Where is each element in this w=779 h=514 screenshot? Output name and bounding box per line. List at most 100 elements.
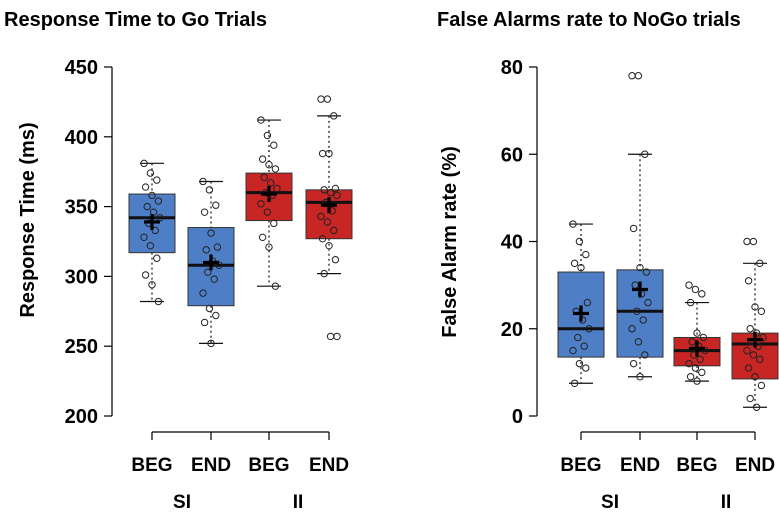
- rt-box-si-end: [187, 177, 235, 348]
- rt-box-si-beg: [128, 159, 176, 306]
- data-point: [140, 159, 148, 168]
- data-point: [210, 275, 218, 283]
- data-point: [583, 298, 592, 307]
- data-point: [320, 186, 328, 194]
- data-point: [330, 226, 338, 235]
- data-point: [317, 212, 325, 221]
- data-point: [333, 332, 341, 341]
- data-point: [273, 184, 281, 193]
- data-point: [636, 263, 644, 272]
- response-time-panel: Response Time to Go Trials Response Time…: [4, 9, 353, 513]
- data-point: [318, 149, 327, 158]
- data-point: [258, 155, 267, 163]
- fa-y-tick-label: 40: [501, 232, 523, 254]
- rt-group-label: II: [293, 492, 304, 513]
- data-point: [629, 359, 638, 368]
- rt-box-ii-end: [305, 95, 353, 341]
- response-time-y-axis: 200 250 300 350 400 450: [65, 57, 113, 428]
- data-point: [270, 219, 278, 228]
- fa-x-tick-label: BEG: [676, 455, 717, 476]
- data-point: [257, 200, 265, 208]
- data-point: [271, 282, 280, 290]
- data-point: [749, 237, 758, 246]
- data-point: [582, 364, 590, 372]
- data-point: [570, 379, 579, 387]
- data-point: [330, 112, 338, 120]
- data-point: [320, 269, 328, 278]
- rt-group-label: SI: [173, 492, 191, 513]
- fa-y-tick-label: 60: [501, 144, 523, 166]
- fa-box-si-beg: [557, 220, 605, 387]
- fa-box-si-end: [616, 72, 664, 381]
- data-point: [146, 241, 155, 250]
- fa-group-label: II: [721, 492, 732, 513]
- data-point: [577, 263, 585, 272]
- false-alarm-panel: False Alarms rate to NoGo trials False A…: [437, 9, 779, 513]
- data-point: [744, 364, 753, 372]
- data-point: [149, 208, 158, 216]
- data-point: [333, 191, 341, 200]
- data-point: [205, 304, 214, 313]
- data-point: [151, 226, 159, 235]
- fa-x-tick-label: END: [620, 455, 660, 476]
- data-point: [207, 229, 215, 237]
- data-point: [141, 183, 150, 191]
- data-point: [751, 373, 759, 381]
- rt-y-tick-label: 400: [65, 127, 98, 149]
- data-point: [153, 254, 161, 262]
- data-point: [633, 307, 641, 315]
- data-point: [641, 150, 649, 158]
- data-point: [212, 311, 220, 320]
- rt-x-tick-label: END: [191, 455, 231, 476]
- rt-y-tick-label: 250: [65, 336, 98, 358]
- rt-box-ii-beg: [245, 116, 293, 290]
- false-alarm-ylabel: False Alarm rate (%): [439, 146, 461, 338]
- rt-y-tick-label: 450: [65, 57, 98, 79]
- data-point: [199, 177, 207, 186]
- fa-y-tick-label: 20: [501, 319, 523, 341]
- data-point: [686, 373, 695, 381]
- data-point: [323, 218, 332, 226]
- fa-box-ii-beg: [673, 281, 721, 385]
- data-point: [749, 351, 758, 359]
- data-point: [756, 259, 764, 268]
- data-point: [757, 307, 766, 315]
- data-point: [580, 342, 588, 350]
- data-point: [213, 243, 222, 251]
- data-point: [260, 173, 268, 181]
- data-point: [575, 237, 584, 246]
- iqr-box: [616, 269, 664, 358]
- data-point: [744, 277, 753, 285]
- data-point: [642, 268, 651, 276]
- data-point: [325, 149, 333, 158]
- rt-x-tick-label: END: [309, 455, 349, 476]
- data-point: [148, 281, 156, 289]
- fa-y-tick-label: 0: [512, 406, 523, 428]
- data-point: [698, 290, 706, 298]
- data-point: [757, 381, 766, 390]
- data-point: [325, 241, 333, 250]
- data-point: [691, 285, 700, 294]
- data-point: [265, 161, 273, 169]
- data-point: [639, 316, 647, 324]
- data-point: [200, 318, 209, 327]
- data-point: [270, 141, 278, 149]
- data-point: [693, 329, 701, 337]
- data-point: [752, 403, 761, 411]
- data-point: [326, 188, 335, 197]
- false-alarm-title: False Alarms rate to NoGo trials: [437, 9, 741, 31]
- response-time-ylabel: Response Time (ms): [17, 122, 39, 317]
- data-point: [148, 191, 156, 200]
- data-point: [582, 250, 590, 259]
- rt-x-tick-label: BEG: [248, 455, 289, 476]
- data-point: [585, 325, 593, 333]
- response-time-boxes: [128, 95, 353, 348]
- data-point: [628, 325, 636, 333]
- data-point: [629, 224, 638, 233]
- data-point: [323, 95, 332, 103]
- data-point: [154, 297, 163, 306]
- data-point: [698, 368, 706, 377]
- data-point: [696, 355, 704, 363]
